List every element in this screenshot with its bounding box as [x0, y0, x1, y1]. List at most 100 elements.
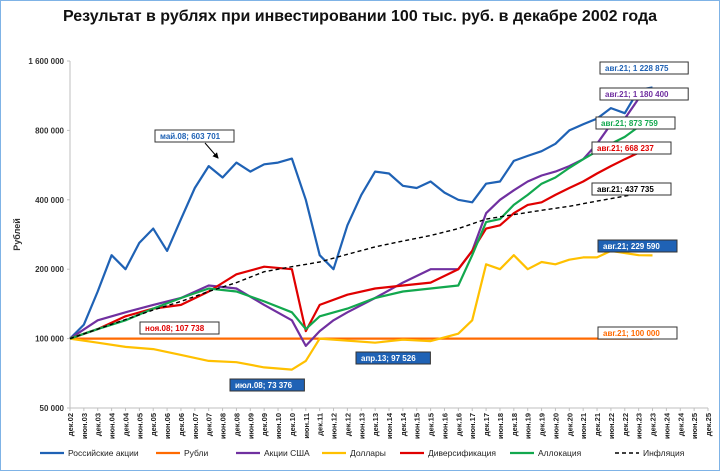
series-line: [69, 86, 653, 340]
x-tick-label: июн.11: [302, 413, 311, 439]
annotation-box: [139, 321, 220, 335]
annotation-box: [599, 87, 689, 101]
x-tick-label: июн.09: [246, 413, 255, 439]
annotation-text: ноя.08; 107 738: [145, 324, 205, 333]
y-tick-label: 1 600 000: [28, 57, 64, 66]
x-tick-label: дек.04: [121, 412, 130, 436]
y-tick-label: 400 000: [35, 196, 64, 205]
x-tick-label: дек.22: [621, 413, 630, 436]
annotation-box: [597, 326, 678, 340]
annotation-label: авг.21; 229 590: [597, 239, 678, 253]
x-tick-label: дек.16: [454, 413, 463, 436]
annotation-label: авг.21; 668 237: [591, 141, 672, 155]
annotation-box: [595, 116, 676, 130]
x-tick-label: июн.04: [108, 412, 117, 439]
annotation-text: май.08; 603 701: [160, 132, 221, 141]
x-tick-label: июн.25: [690, 413, 699, 439]
x-tick-label: июн.12: [330, 413, 339, 439]
series-line: [69, 120, 653, 340]
legend-label: Инфляция: [643, 448, 685, 458]
annotation-text: авг.21; 1 180 400: [605, 90, 669, 99]
annotation-label: авг.21; 1 228 875: [599, 61, 689, 75]
x-tick-label: июн.22: [607, 413, 616, 439]
x-tick-label: дек.09: [260, 413, 269, 436]
x-tick-label: дек.12: [343, 413, 352, 436]
annotation-label: авг.21; 873 759: [595, 116, 676, 130]
x-tick-label: июн.17: [468, 413, 477, 439]
annotation-box: [599, 61, 689, 75]
x-tick-label: июн.23: [635, 413, 644, 439]
annotation-text: авг.21; 437 735: [597, 185, 654, 194]
annotation-box: [597, 239, 678, 253]
annotation-text: апр.13; 97 526: [361, 354, 416, 363]
annotation-label: апр.13; 97 526: [355, 351, 431, 365]
legend: Российские акции Рубли Акции США Доллары Див…: [40, 448, 685, 458]
x-tick-label: дек.17: [482, 413, 491, 436]
x-tick-label: июн.21: [579, 413, 588, 439]
y-tick-label: 200 000: [35, 265, 64, 274]
x-tick-label: дек.21: [593, 413, 602, 436]
x-tick-label: июн.03: [80, 413, 89, 439]
annotation-text: авг.21; 873 759: [601, 119, 658, 128]
x-tick-label: дек.06: [177, 413, 186, 436]
x-tick-label: июн.15: [413, 413, 422, 439]
annotation-box: [154, 129, 235, 143]
legend-item: Инфляция: [615, 448, 685, 458]
x-tick-label: дек.11: [316, 413, 325, 436]
annotation-box: [229, 378, 305, 392]
x-tick-label: июн.19: [524, 413, 533, 439]
annotation-label: май.08; 603 701: [154, 129, 235, 143]
annotation-text: авг.21; 668 237: [597, 144, 654, 153]
x-tick-label: дек.23: [649, 413, 658, 436]
x-tick-label: июн.08: [219, 413, 228, 439]
legend-label: Рубли: [184, 448, 208, 458]
legend-label: Акции США: [264, 448, 310, 458]
annotation-label: авг.21; 437 735: [591, 182, 672, 196]
annotation-label: ноя.08; 107 738: [139, 321, 220, 335]
x-tick-label: дек.02: [66, 413, 75, 436]
legend-item: Акции США: [236, 448, 310, 458]
legend-item: Доллары: [322, 448, 386, 458]
annotation-box: [591, 182, 672, 196]
annotation-leader: [204, 142, 219, 159]
series-line: [69, 190, 653, 340]
annotation-label: июл.08; 73 376: [229, 378, 305, 392]
legend-label: Диверсификация: [428, 448, 496, 458]
x-tick-label: дек.19: [538, 413, 547, 436]
y-tick-label: 50 000: [40, 404, 65, 413]
annotation-text: авг.21; 100 000: [603, 329, 660, 338]
y-tick-label: 100 000: [35, 335, 64, 344]
series-line: [69, 147, 653, 340]
x-tick-label: дек.05: [149, 413, 158, 436]
x-tick-label: июн.07: [191, 413, 200, 439]
legend-item: Диверсификация: [400, 448, 496, 458]
x-tick-label: июн.06: [163, 413, 172, 439]
chart-title: Результат в рублях при инвестировании 10…: [62, 8, 658, 25]
legend-item: Аллокация: [510, 448, 582, 458]
x-tick-label: дек.14: [399, 412, 408, 436]
x-tick-label: июн.14: [385, 412, 394, 439]
y-axis-label: Рублей: [12, 218, 22, 250]
legend-label: Аллокация: [538, 448, 582, 458]
x-tick-label: дек.13: [371, 413, 380, 436]
x-tick-label: июн.10: [274, 413, 283, 439]
axes-layer: 50 000 100 000 200 000 400 000 800 000 1 600 …: [12, 57, 713, 439]
x-tick-label: дек.18: [510, 413, 519, 436]
x-tick-label: июн.05: [135, 413, 144, 439]
x-tick-label: дек.07: [205, 413, 214, 436]
annotation-box: [591, 141, 672, 155]
series-line: [69, 249, 653, 371]
legend-label: Российские акции: [68, 448, 139, 458]
x-tick-label: дек.15: [427, 413, 436, 436]
x-tick-label: июн.18: [496, 413, 505, 439]
x-tick-label: дек.25: [704, 413, 713, 436]
y-tick-label: 800 000: [35, 126, 64, 135]
x-tick-label: июн.16: [440, 413, 449, 439]
annotation-text: авг.21; 1 228 875: [605, 64, 669, 73]
x-tick-label: дек.03: [94, 413, 103, 436]
x-tick-label: июн.13: [357, 413, 366, 439]
annotation-label: авг.21; 100 000: [597, 326, 678, 340]
x-tick-label: дек.24: [676, 412, 685, 436]
